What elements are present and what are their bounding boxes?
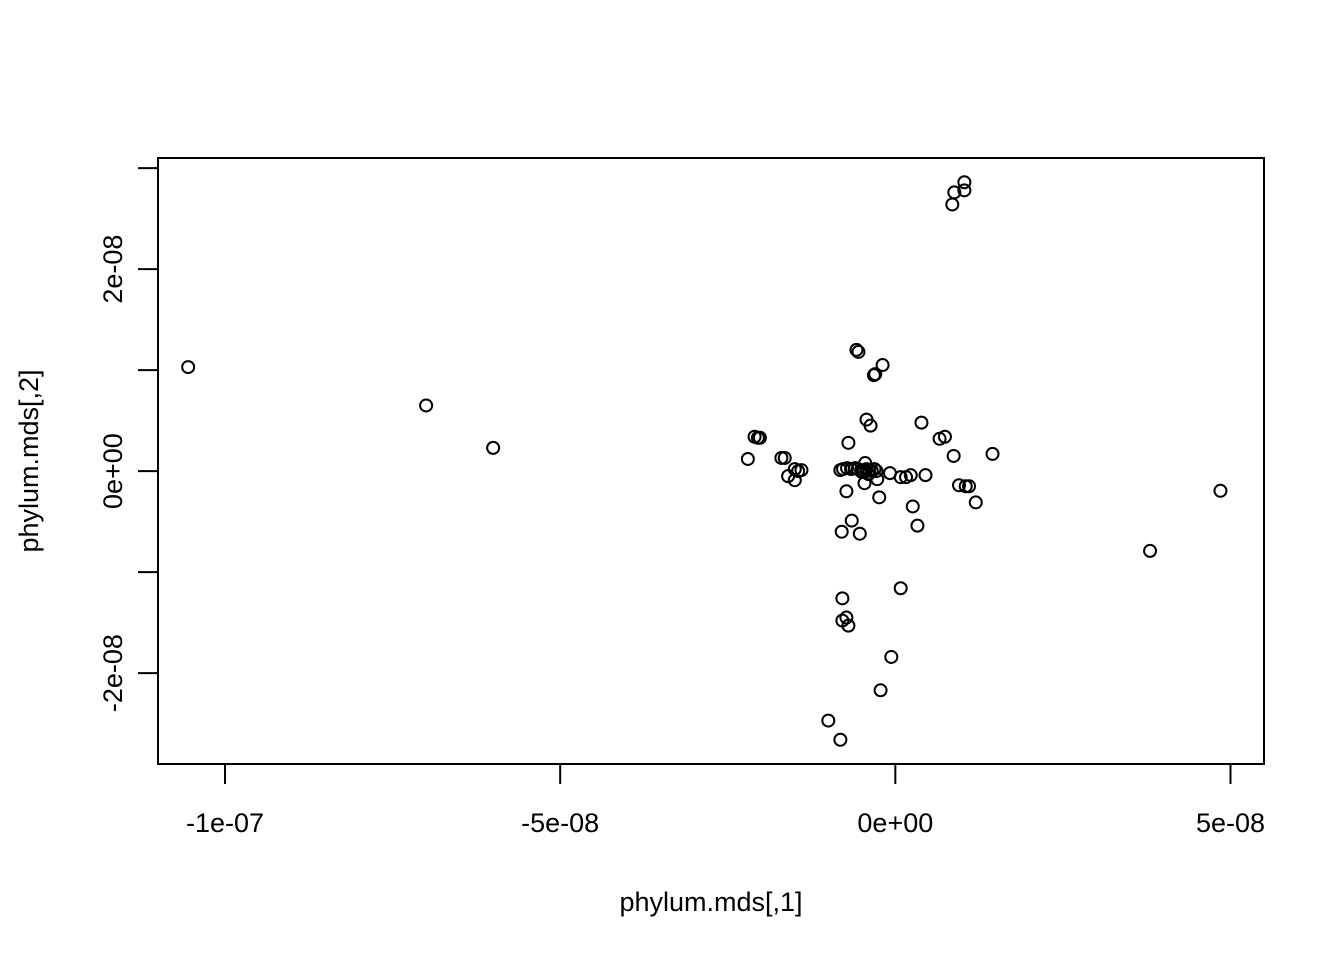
data-point bbox=[419, 398, 434, 413]
data-point bbox=[985, 446, 1000, 461]
data-point bbox=[787, 473, 802, 488]
data-point bbox=[866, 368, 881, 383]
data-point bbox=[849, 342, 864, 357]
data-point bbox=[841, 435, 856, 450]
data-point bbox=[841, 618, 856, 633]
data-point bbox=[857, 476, 872, 491]
data-points bbox=[181, 175, 1228, 747]
data-point bbox=[794, 463, 809, 478]
data-point bbox=[870, 472, 885, 487]
data-point bbox=[851, 344, 866, 359]
data-point bbox=[910, 518, 925, 533]
data-point bbox=[740, 451, 755, 466]
data-point bbox=[858, 456, 873, 471]
data-point bbox=[903, 468, 918, 483]
data-point bbox=[863, 418, 878, 433]
x-axis: -1e-07 -5e-08 0e+00 5e-08 bbox=[186, 763, 1265, 838]
data-point bbox=[946, 448, 961, 463]
data-point bbox=[821, 713, 836, 728]
data-point bbox=[777, 450, 792, 465]
y-tick-label: 2e-08 bbox=[98, 235, 128, 304]
data-point bbox=[914, 415, 929, 430]
data-point bbox=[905, 499, 920, 514]
data-point bbox=[937, 429, 952, 444]
data-point bbox=[918, 468, 933, 483]
data-point bbox=[945, 197, 960, 212]
y-axis: -2e-08 0e+00 2e-08 bbox=[98, 167, 159, 712]
data-point bbox=[962, 479, 977, 494]
data-point bbox=[839, 484, 854, 499]
y-tick-label: 0e+00 bbox=[98, 433, 128, 509]
data-point bbox=[1143, 543, 1158, 558]
data-point bbox=[833, 732, 848, 747]
data-point bbox=[852, 526, 867, 541]
x-tick-label: 5e-08 bbox=[1196, 808, 1265, 838]
data-point bbox=[1213, 483, 1228, 498]
data-point bbox=[893, 581, 908, 596]
data-point bbox=[181, 360, 196, 375]
data-point bbox=[834, 524, 849, 539]
data-point bbox=[869, 464, 884, 479]
data-point bbox=[835, 591, 850, 606]
data-point bbox=[486, 440, 501, 455]
data-point bbox=[884, 649, 899, 664]
x-axis-label: phylum.mds[,1] bbox=[619, 887, 802, 917]
x-tick-label: 0e+00 bbox=[857, 808, 933, 838]
y-axis-label: phylum.mds[,2] bbox=[14, 369, 44, 552]
data-point bbox=[752, 430, 767, 445]
data-point bbox=[952, 478, 967, 493]
data-point bbox=[893, 470, 908, 485]
y-tick-label: -2e-08 bbox=[98, 634, 128, 712]
data-point bbox=[844, 513, 859, 528]
data-point bbox=[872, 490, 887, 505]
data-point bbox=[957, 183, 972, 198]
data-point bbox=[957, 175, 972, 190]
data-point bbox=[839, 610, 854, 625]
plot-frame bbox=[157, 157, 1265, 765]
data-point bbox=[875, 358, 890, 373]
x-tick-label: -5e-08 bbox=[521, 808, 599, 838]
data-point bbox=[968, 495, 983, 510]
data-point bbox=[873, 683, 888, 698]
x-tick-label: -1e-07 bbox=[186, 808, 264, 838]
